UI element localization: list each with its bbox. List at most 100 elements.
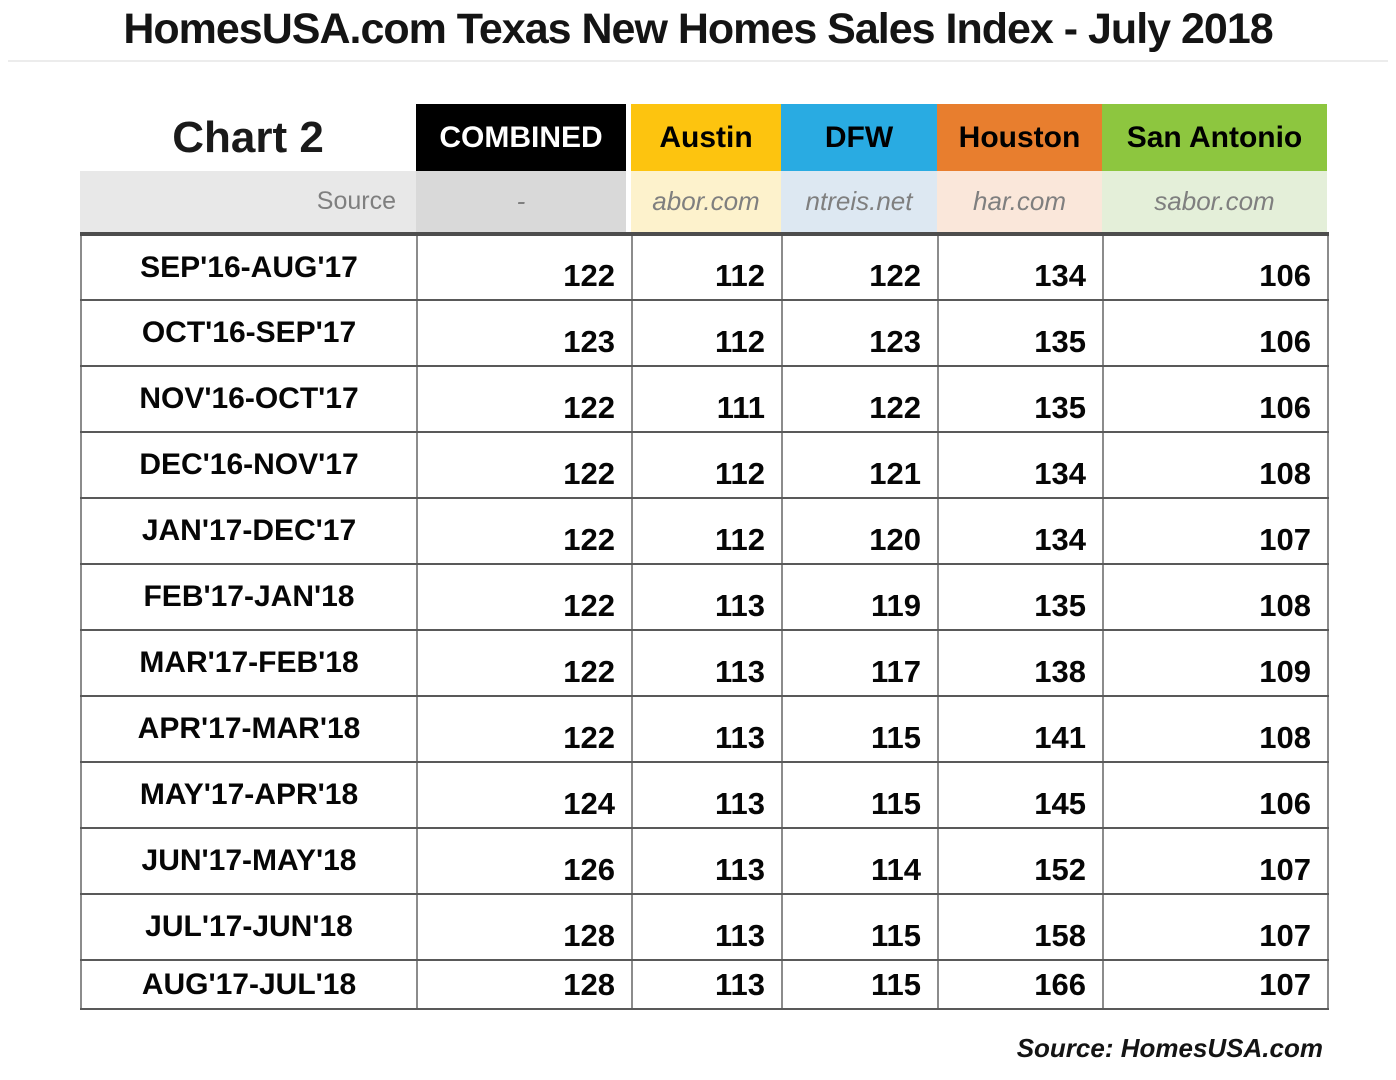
column-header-combined: COMBINED xyxy=(416,104,626,171)
period-cell: AUG'17-JUL'18 xyxy=(80,959,418,1010)
value-cell-dfw: 119 xyxy=(781,563,939,631)
value-cell-combined: 122 xyxy=(416,497,633,565)
table-header-row: Chart 2 COMBINED Austin DFW Houston San Anto… xyxy=(80,104,1327,171)
value-cell-combined: 122 xyxy=(416,695,633,763)
footer-source: Source: HomesUSA.com xyxy=(1016,1033,1323,1063)
value-cell-austin: 113 xyxy=(631,761,783,829)
source-cell-austin: abor.com xyxy=(631,171,781,232)
value-cell-houston: 134 xyxy=(937,497,1104,565)
value-cell-austin: 112 xyxy=(631,233,783,301)
period-cell: APR'17-MAR'18 xyxy=(80,695,418,763)
value-cell-houston: 166 xyxy=(937,959,1104,1010)
table-row: NOV'16-OCT'17 122 111 122 135 106 xyxy=(80,365,1329,433)
value-cell-san-antonio: 109 xyxy=(1102,629,1329,697)
period-cell: MAY'17-APR'18 xyxy=(80,761,418,829)
period-cell: NOV'16-OCT'17 xyxy=(80,365,418,433)
source-gap xyxy=(626,171,631,232)
value-cell-combined: 122 xyxy=(416,365,633,433)
chart-label: Chart 2 xyxy=(80,104,416,171)
table-row: JUN'17-MAY'18 126 113 114 152 107 xyxy=(80,827,1329,895)
value-cell-dfw: 117 xyxy=(781,629,939,697)
column-header-austin: Austin xyxy=(631,104,781,171)
value-cell-dfw: 123 xyxy=(781,299,939,367)
value-cell-dfw: 122 xyxy=(781,233,939,301)
data-grid: SEP'16-AUG'17 122 112 122 134 106 OCT'16-SEP'1… xyxy=(80,232,1329,1010)
table-row: FEB'17-JAN'18 122 113 119 135 108 xyxy=(80,563,1329,631)
value-cell-austin: 113 xyxy=(631,893,783,961)
column-header-houston: Houston xyxy=(937,104,1102,171)
value-cell-san-antonio: 107 xyxy=(1102,827,1329,895)
table-row: MAR'17-FEB'18 122 113 117 138 109 xyxy=(80,629,1329,697)
period-cell: JAN'17-DEC'17 xyxy=(80,497,418,565)
value-cell-combined: 122 xyxy=(416,563,633,631)
value-cell-austin: 113 xyxy=(631,959,783,1010)
table-source-row: Source - abor.com ntreis.net har.com sabor.c… xyxy=(80,171,1327,232)
value-cell-austin: 111 xyxy=(631,365,783,433)
page-title: HomesUSA.com Texas New Homes Sales Index… xyxy=(123,5,1273,53)
value-cell-austin: 112 xyxy=(631,299,783,367)
value-cell-san-antonio: 107 xyxy=(1102,497,1329,565)
table-row: JAN'17-DEC'17 122 112 120 134 107 xyxy=(80,497,1329,565)
value-cell-houston: 134 xyxy=(937,233,1104,301)
column-header-dfw: DFW xyxy=(781,104,937,171)
value-cell-san-antonio: 108 xyxy=(1102,431,1329,499)
table-row: SEP'16-AUG'17 122 112 122 134 106 xyxy=(80,233,1329,301)
value-cell-combined: 126 xyxy=(416,827,633,895)
value-cell-austin: 112 xyxy=(631,431,783,499)
source-cell-houston: har.com xyxy=(937,171,1102,232)
source-cell-combined: - xyxy=(416,171,626,232)
value-cell-houston: 135 xyxy=(937,563,1104,631)
value-cell-san-antonio: 106 xyxy=(1102,299,1329,367)
sales-index-table: Chart 2 COMBINED Austin DFW Houston San Anto… xyxy=(80,104,1329,1010)
value-cell-san-antonio: 107 xyxy=(1102,959,1329,1010)
period-cell: OCT'16-SEP'17 xyxy=(80,299,418,367)
value-cell-austin: 112 xyxy=(631,497,783,565)
period-cell: FEB'17-JAN'18 xyxy=(80,563,418,631)
period-cell: MAR'17-FEB'18 xyxy=(80,629,418,697)
value-cell-houston: 135 xyxy=(937,299,1104,367)
value-cell-dfw: 115 xyxy=(781,959,939,1010)
period-cell: JUL'17-JUN'18 xyxy=(80,893,418,961)
value-cell-combined: 122 xyxy=(416,233,633,301)
value-cell-dfw: 114 xyxy=(781,827,939,895)
value-cell-dfw: 115 xyxy=(781,695,939,763)
table-row: JUL'17-JUN'18 128 113 115 158 107 xyxy=(80,893,1329,961)
period-cell: SEP'16-AUG'17 xyxy=(80,233,418,301)
value-cell-combined: 123 xyxy=(416,299,633,367)
value-cell-austin: 113 xyxy=(631,629,783,697)
panel-top-border xyxy=(8,60,1388,62)
table-row: DEC'16-NOV'17 122 112 121 134 108 xyxy=(80,431,1329,499)
table-row: MAY'17-APR'18 124 113 115 145 106 xyxy=(80,761,1329,829)
value-cell-austin: 113 xyxy=(631,827,783,895)
value-cell-dfw: 121 xyxy=(781,431,939,499)
value-cell-houston: 152 xyxy=(937,827,1104,895)
value-cell-san-antonio: 106 xyxy=(1102,761,1329,829)
header-gap xyxy=(626,104,631,171)
value-cell-combined: 122 xyxy=(416,431,633,499)
source-cell-san-antonio: sabor.com xyxy=(1102,171,1327,232)
value-cell-austin: 113 xyxy=(631,563,783,631)
value-cell-san-antonio: 107 xyxy=(1102,893,1329,961)
value-cell-houston: 135 xyxy=(937,365,1104,433)
value-cell-combined: 128 xyxy=(416,959,633,1010)
value-cell-combined: 122 xyxy=(416,629,633,697)
value-cell-houston: 141 xyxy=(937,695,1104,763)
table-row: OCT'16-SEP'17 123 112 123 135 106 xyxy=(80,299,1329,367)
table-row: AUG'17-JUL'18 128 113 115 166 107 xyxy=(80,959,1329,1010)
source-row-label: Source xyxy=(80,171,416,232)
value-cell-houston: 158 xyxy=(937,893,1104,961)
source-cell-dfw: ntreis.net xyxy=(781,171,937,232)
value-cell-houston: 138 xyxy=(937,629,1104,697)
value-cell-dfw: 122 xyxy=(781,365,939,433)
value-cell-austin: 113 xyxy=(631,695,783,763)
value-cell-dfw: 115 xyxy=(781,893,939,961)
data-grid-body: SEP'16-AUG'17 122 112 122 134 106 OCT'16-SEP'1… xyxy=(80,233,1329,1010)
table-row: APR'17-MAR'18 122 113 115 141 108 xyxy=(80,695,1329,763)
value-cell-san-antonio: 106 xyxy=(1102,233,1329,301)
value-cell-combined: 128 xyxy=(416,893,633,961)
value-cell-dfw: 115 xyxy=(781,761,939,829)
value-cell-san-antonio: 106 xyxy=(1102,365,1329,433)
value-cell-dfw: 120 xyxy=(781,497,939,565)
value-cell-san-antonio: 108 xyxy=(1102,563,1329,631)
value-cell-houston: 134 xyxy=(937,431,1104,499)
